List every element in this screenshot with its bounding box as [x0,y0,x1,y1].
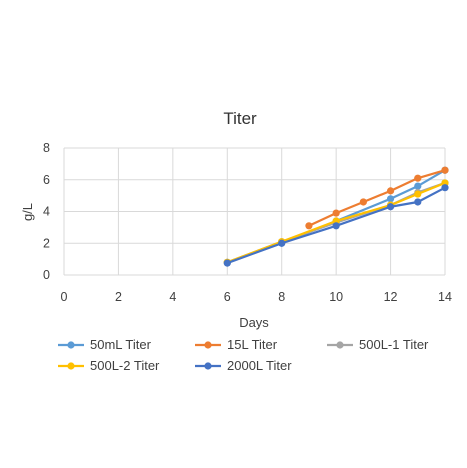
series-line [308,169,446,227]
x-tick-label: 0 [61,290,68,304]
y-axis-label: g/L [20,203,35,221]
legend-item: 500L-1 Titer [327,337,429,352]
series-2000l-titer [223,184,449,267]
legend-label: 500L-2 Titer [90,358,160,373]
series-15l-titer [305,166,449,230]
y-tick-label: 2 [43,236,50,250]
data-point [386,187,395,195]
data-point [278,239,286,247]
legend-swatch-marker [67,341,75,349]
legend-label: 15L Titer [227,337,278,352]
data-point [414,190,422,198]
x-tick-label: 8 [278,290,285,304]
x-tick-label: 14 [438,290,452,304]
legend-item: 15L Titer [195,337,278,352]
legend: 50mL Titer 15L Titer 500L-1 Titer 500L-2 Ti… [58,337,429,373]
data-point [414,174,422,182]
data-point [386,195,395,203]
series-line [226,186,446,265]
x-tick-label: 6 [224,290,231,304]
legend-label: 50mL Titer [90,337,152,352]
x-tick-label: 12 [384,290,398,304]
data-point [414,182,422,190]
x-tick-label: 4 [169,290,176,304]
data-point [332,209,340,217]
x-axis-label: Days [239,315,269,330]
legend-swatch-marker [204,362,212,370]
data-point [441,184,449,192]
data-point [332,222,340,230]
chart-title: Titer [223,109,257,128]
y-tick-label: 8 [43,141,50,155]
legend-swatch-marker [336,341,344,349]
data-point [305,222,313,230]
legend-swatch-marker [67,362,75,370]
y-tick-label: 4 [43,205,50,219]
y-tick-label: 6 [43,173,50,187]
legend-item: 500L-2 Titer [58,358,160,373]
legend-label: 2000L Titer [227,358,292,373]
legend-swatch-marker [204,341,212,349]
legend-item: 2000L Titer [195,358,292,373]
data-point [223,259,231,267]
legend-item: 50mL Titer [58,337,152,352]
data-point [414,198,422,206]
series-line [226,181,446,264]
data-series [223,166,449,267]
x-tick-label: 2 [115,290,122,304]
x-tick-label: 10 [329,290,343,304]
y-tick-label: 0 [43,268,50,282]
axis-ticks: 0 2 4 6 8 10 12 14 0 2 4 6 8 [43,141,452,304]
grid-lines [63,147,446,276]
data-point [359,198,367,206]
data-point [441,166,449,174]
data-point [386,203,395,211]
legend-label: 500L-1 Titer [359,337,429,352]
